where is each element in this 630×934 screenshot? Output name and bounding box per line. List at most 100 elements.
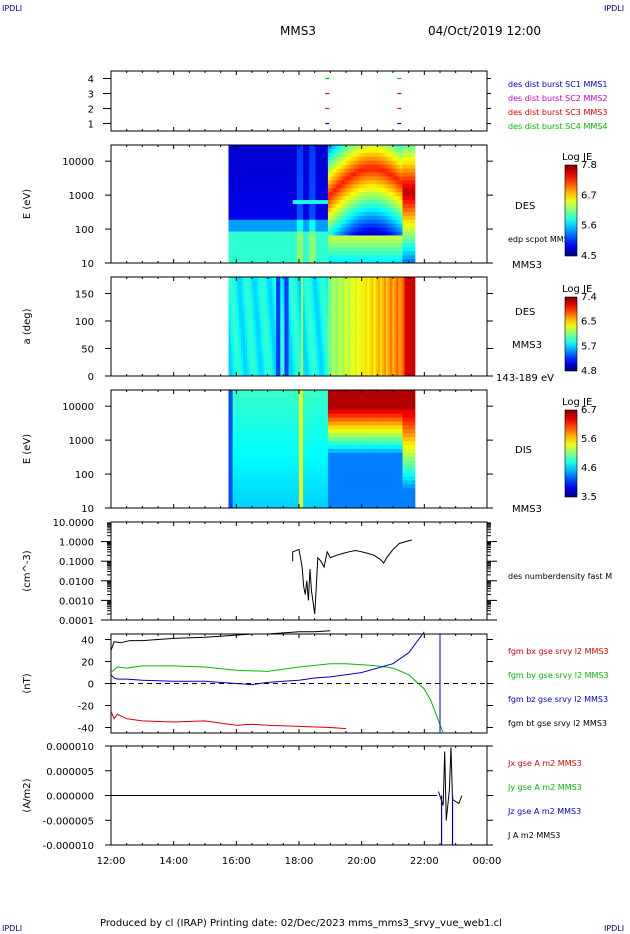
des-pitch-cell: [350, 329, 354, 334]
des-pitch-cell: [334, 300, 337, 304]
des-energy-cell: [257, 235, 260, 240]
des-pitch-cell: [303, 333, 306, 337]
des-pitch-cell: [245, 362, 248, 367]
des-pitch-cell: [290, 313, 294, 317]
des-pitch-cell: [321, 316, 325, 321]
des-pitch-cell: [243, 300, 246, 304]
des-energy-cell: [383, 251, 387, 256]
des-pitch-cell: [359, 306, 362, 311]
des-energy-cell: [412, 231, 416, 236]
des-energy-cell: [296, 188, 300, 193]
des-energy-cell: [342, 176, 345, 181]
des-energy-cell: [286, 204, 289, 209]
des-energy-cell: [367, 219, 370, 225]
des-energy-cell: [346, 148, 350, 154]
des-energy-cell: [247, 204, 250, 209]
des-pitch-cell: [356, 343, 360, 347]
des-energy-cell: [234, 211, 238, 217]
des-energy-cell: [383, 235, 387, 240]
des-energy-cell: [245, 235, 248, 240]
des-energy-cell: [334, 219, 337, 225]
des-pitch-cell: [294, 339, 298, 344]
des-energy-cell: [354, 180, 358, 185]
des-energy-cell: [282, 160, 285, 166]
des-energy-cell: [332, 196, 335, 201]
des-energy-cell: [352, 247, 356, 252]
des-pitch-cell: [247, 300, 250, 304]
des-energy-cell: [309, 156, 312, 162]
des-pitch-cell: [251, 349, 254, 354]
des-pitch-cell: [303, 286, 306, 291]
des-pitch-cell: [356, 303, 360, 308]
des-pitch-cell: [245, 310, 248, 314]
des-pitch-cell: [334, 306, 337, 311]
des-pitch-cell: [292, 346, 296, 350]
des-energy-cell: [282, 243, 285, 248]
des-pitch-cell: [325, 329, 329, 334]
des-energy-cell: [354, 239, 358, 244]
des-energy-cell: [249, 164, 252, 169]
des-energy-cell: [282, 219, 285, 225]
des-energy-cell: [325, 176, 329, 181]
des-energy-cell: [398, 235, 401, 240]
des-pitch-cell: [230, 352, 234, 357]
des-energy-cell: [247, 156, 250, 162]
des-energy-cell: [263, 247, 267, 252]
des-pitch-cell: [284, 349, 287, 354]
des-energy-cell: [332, 176, 335, 181]
des-energy-cell: [402, 196, 405, 201]
des-pitch-cell: [253, 300, 256, 304]
des-pitch-cell: [327, 316, 331, 321]
des-pitch-cell: [230, 306, 234, 311]
des-energy-cell: [296, 172, 300, 177]
des-pitch-cell: [340, 366, 343, 370]
des-energy-cell: [286, 180, 289, 185]
des-energy-cell: [327, 152, 331, 158]
des-pitch-cell: [317, 359, 321, 364]
des-energy-cell: [338, 219, 341, 225]
des-energy-cell: [292, 168, 296, 173]
des-energy-cell: [402, 247, 405, 252]
des-pitch-cell: [340, 329, 343, 334]
des-energy-cell: [323, 168, 327, 173]
des-pitch-cell: [367, 359, 370, 364]
des-pitch-cell: [249, 286, 252, 291]
des-energy-cell: [230, 211, 234, 217]
des-energy-cell: [332, 211, 335, 217]
des-energy-cell: [327, 259, 331, 264]
des-pitch-cell: [238, 356, 242, 360]
des-energy-cell: [298, 251, 302, 256]
des-energy-cell: [288, 231, 292, 236]
des-pitch-cell: [325, 339, 329, 344]
des-pitch-cell: [334, 359, 337, 364]
des-energy-cell: [365, 219, 368, 225]
des-pitch-cell: [240, 336, 244, 341]
des-energy-cell: [350, 188, 354, 193]
des-energy-cell: [346, 172, 350, 177]
des-pitch-cell: [350, 352, 354, 357]
des-energy-cell: [327, 180, 331, 185]
des-energy-cell: [309, 148, 312, 154]
des-energy-cell: [400, 192, 403, 197]
des-pitch-cell: [346, 343, 350, 347]
des-energy-cell: [375, 239, 379, 244]
des-pitch-cell: [338, 323, 341, 327]
des-energy-cell: [369, 259, 372, 264]
des-energy-cell: [383, 231, 387, 236]
des-energy-cell: [356, 215, 360, 221]
des-energy-cell: [371, 200, 374, 205]
des-pitch-cell: [367, 333, 370, 337]
des-pitch-cell: [311, 369, 314, 374]
des-pitch-cell: [323, 369, 327, 374]
des-energy-cell: [400, 184, 403, 189]
burst-ytick-label: 4: [88, 75, 94, 86]
des-pitch-cell: [236, 300, 240, 304]
des-energy-cell: [282, 235, 285, 240]
des-energy-cell: [371, 247, 374, 252]
des-pitch-cell: [261, 316, 265, 321]
des-energy-cell: [354, 207, 358, 213]
des-pitch-cell: [309, 356, 312, 360]
des-pitch-cell: [305, 359, 308, 364]
des-pitch-cell: [325, 313, 329, 317]
des-pitch-cell: [313, 329, 316, 334]
